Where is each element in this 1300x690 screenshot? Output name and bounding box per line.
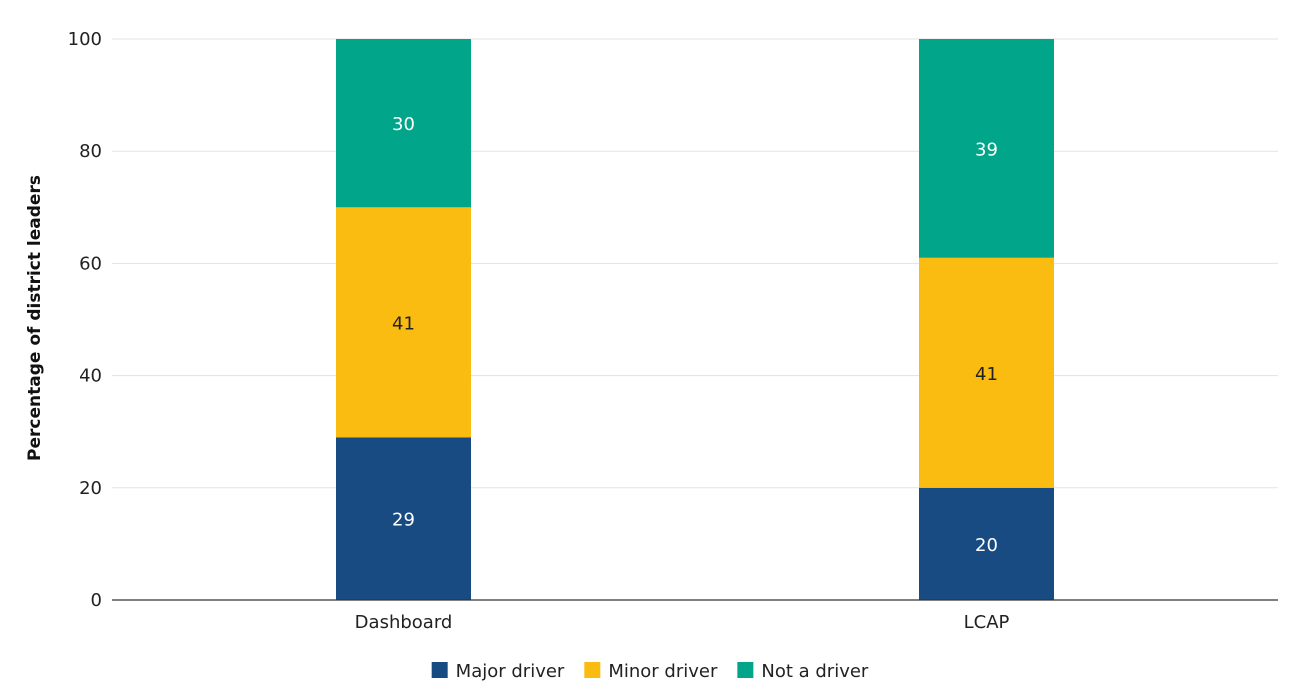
x-category-label: Dashboard	[355, 612, 453, 633]
legend-entry: Major driver	[456, 661, 565, 682]
x-category-label: LCAP	[964, 612, 1010, 633]
bar-segment	[919, 487, 1054, 600]
data-label: 41	[392, 313, 415, 334]
data-label: 29	[392, 510, 415, 531]
y-tick-label: 40	[79, 366, 102, 387]
legend-swatch	[737, 662, 754, 678]
axes: 0 20 40 60 80 100 Dashboard LCAP	[68, 29, 1278, 633]
y-tick-label: 20	[79, 478, 102, 499]
data-label: 41	[975, 364, 998, 385]
y-tick-label: 80	[79, 141, 102, 162]
y-tick-label: 60	[79, 253, 102, 274]
bar-segment	[336, 39, 471, 208]
legend: Major driver Minor driver Not a driver	[431, 661, 869, 682]
data-label: 20	[975, 535, 998, 556]
legend-swatch	[584, 662, 601, 678]
y-axis-title: Percentage of district leaders	[25, 175, 45, 461]
data-labels: 29 41 30 20 41 39	[392, 114, 998, 556]
bar-segment	[919, 257, 1054, 488]
legend-swatch	[431, 662, 448, 678]
bars	[336, 39, 1054, 600]
y-tick-label: 100	[68, 29, 102, 50]
y-tick-label: 0	[91, 590, 102, 611]
data-label: 30	[392, 114, 415, 135]
gridlines	[112, 38, 1278, 489]
legend-entry: Not a driver	[761, 661, 869, 682]
bar-segment	[336, 207, 471, 438]
data-label: 39	[975, 139, 998, 160]
legend-entry: Minor driver	[608, 661, 718, 682]
bar-segment	[919, 39, 1054, 258]
bar-segment	[336, 437, 471, 600]
